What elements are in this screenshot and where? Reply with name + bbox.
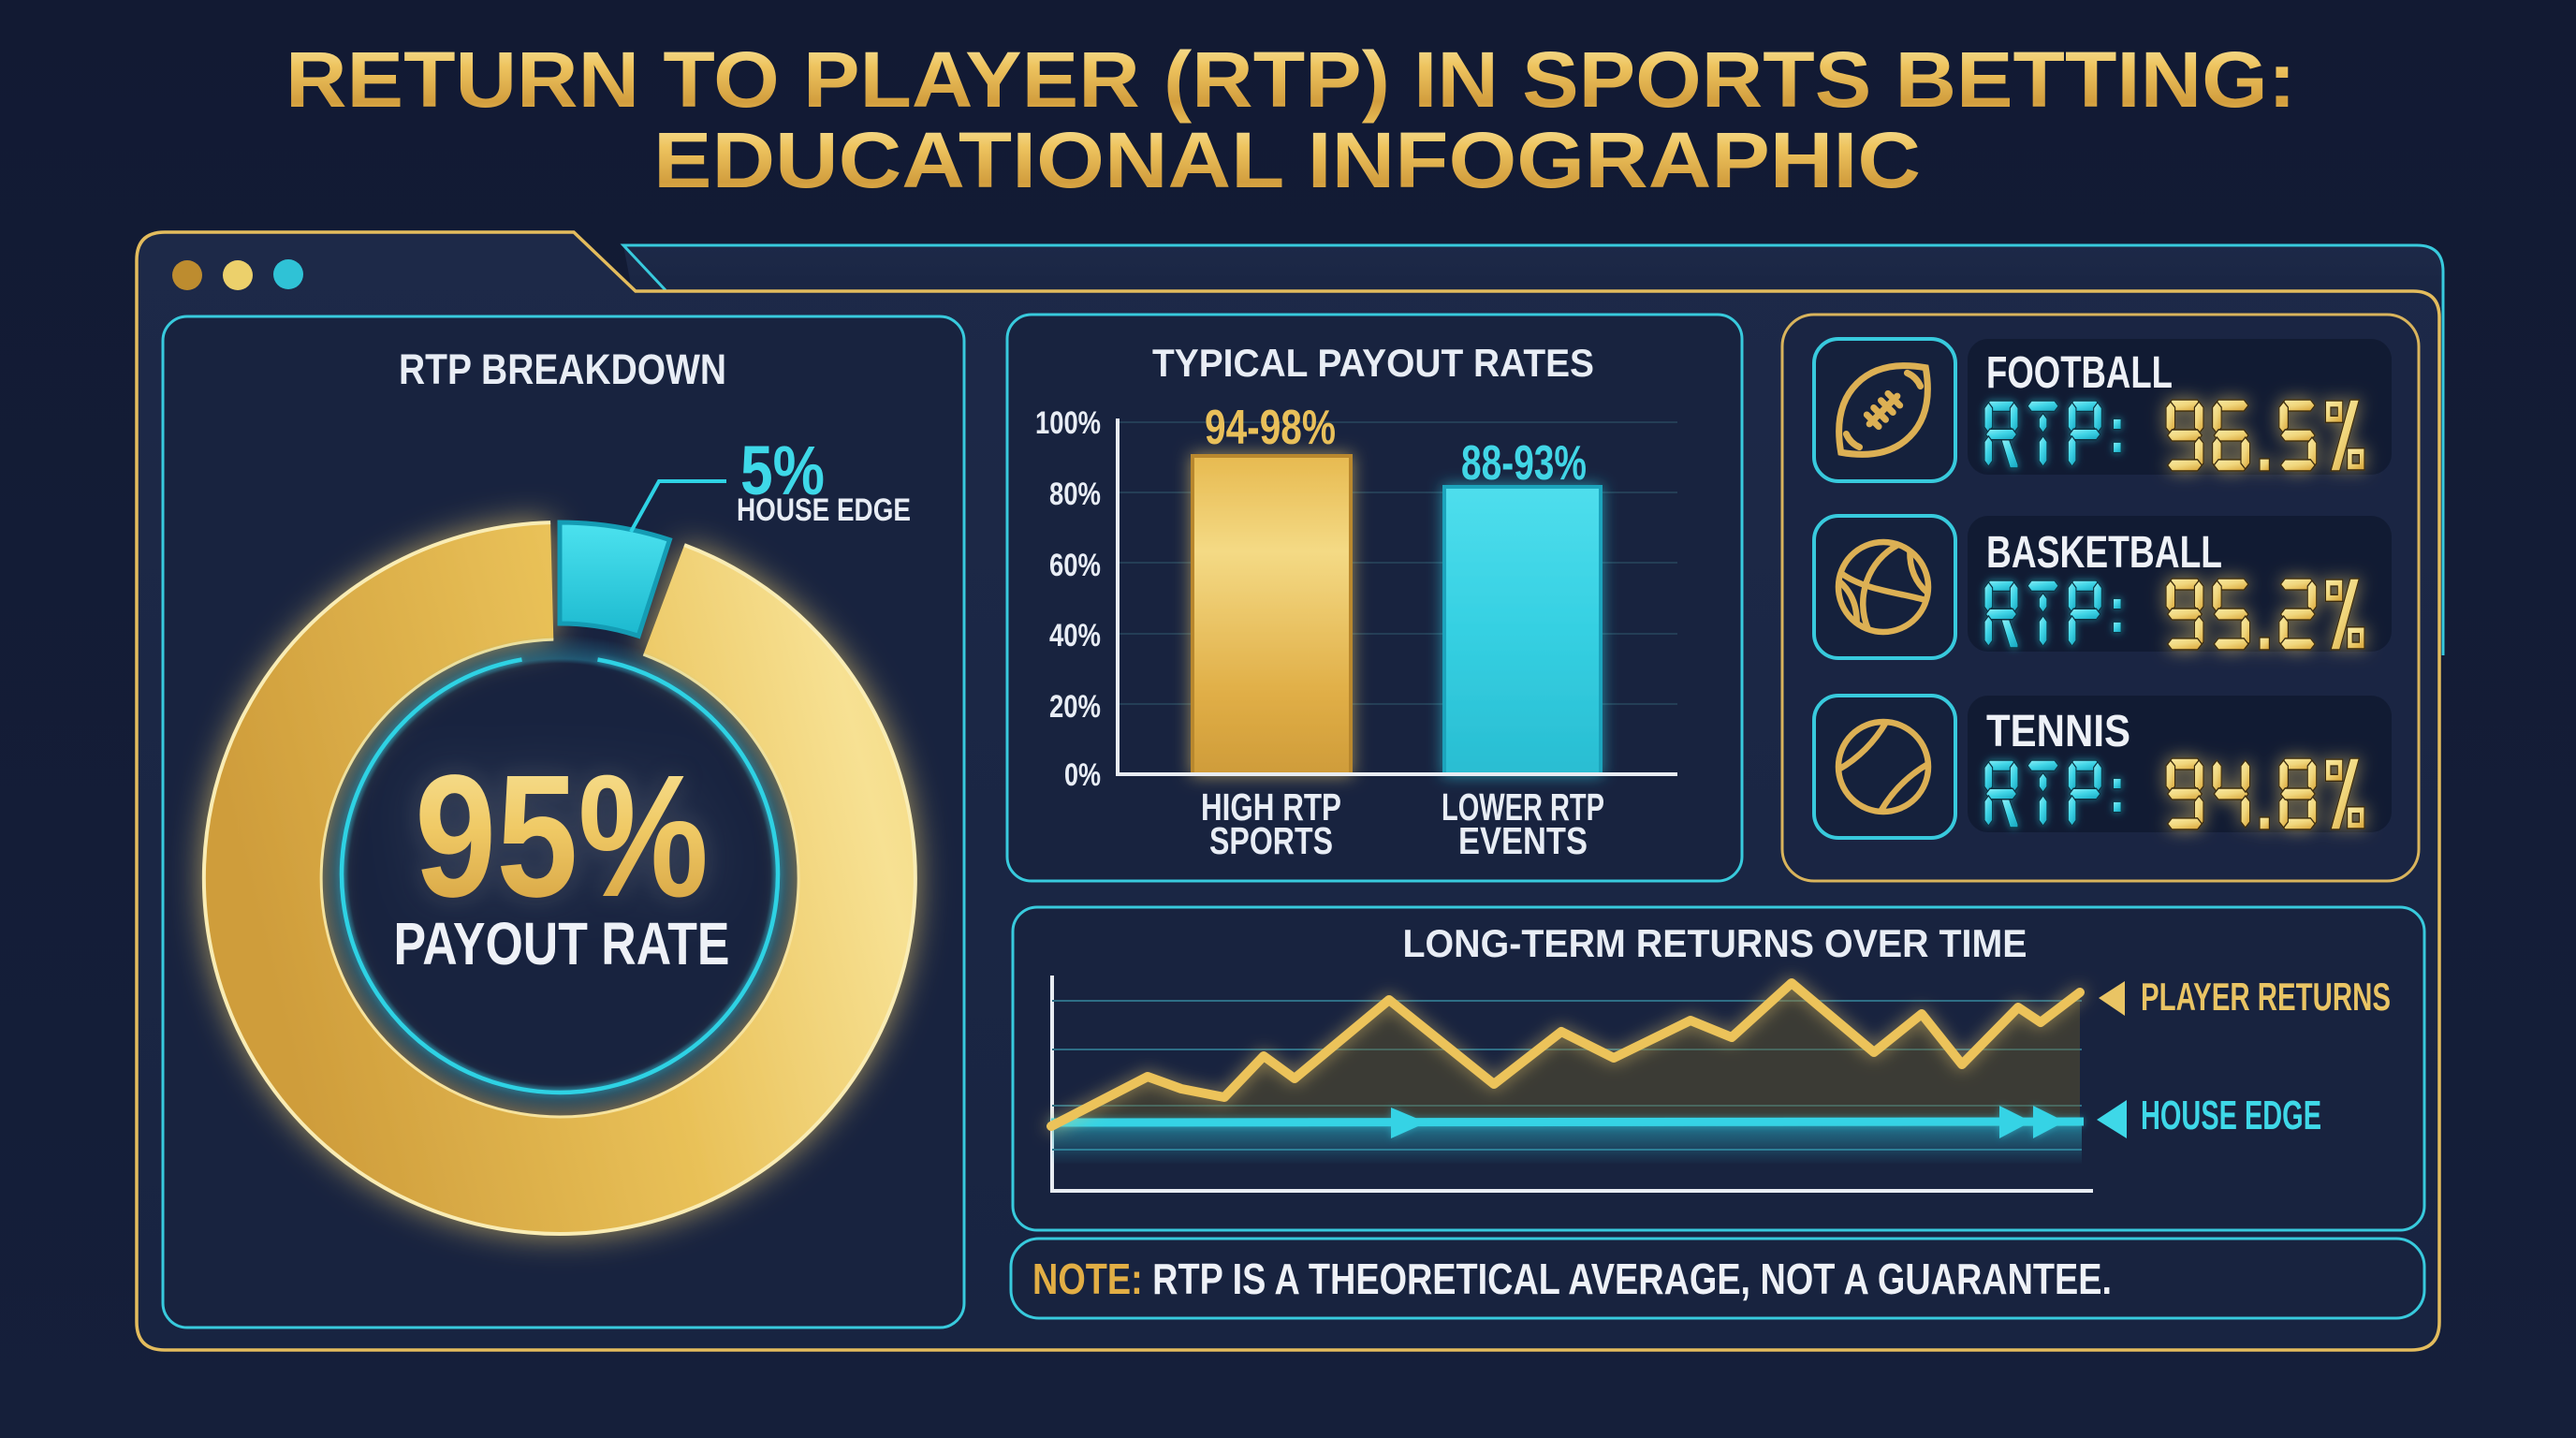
svg-text:95%: 95% — [415, 740, 709, 933]
svg-text:HOUSE EDGE: HOUSE EDGE — [2141, 1093, 2321, 1138]
svg-text:RTP BREAKDOWN: RTP BREAKDOWN — [399, 345, 726, 393]
svg-text:60%: 60% — [1049, 548, 1101, 583]
svg-text:5%: 5% — [740, 432, 825, 509]
svg-text:LONG-TERM RETURNS OVER TIME: LONG-TERM RETURNS OVER TIME — [1403, 921, 2027, 965]
svg-text:LOWER RTP: LOWER RTP — [1442, 785, 1604, 829]
svg-text:NOTE: RTP IS A THEORETICAL AVE: NOTE: RTP IS A THEORETICAL AVERAGE, NOT … — [1032, 1255, 2112, 1303]
svg-text:80%: 80% — [1049, 477, 1101, 512]
svg-text:EVENTS: EVENTS — [1458, 819, 1588, 862]
svg-text:EDUCATIONAL INFOGRAPHIC: EDUCATIONAL INFOGRAPHIC — [653, 116, 1921, 204]
svg-text:SPORTS: SPORTS — [1209, 819, 1333, 862]
svg-text:94-98%: 94-98% — [1205, 401, 1336, 455]
svg-text:40%: 40% — [1049, 618, 1101, 653]
svg-text:HIGH RTP: HIGH RTP — [1201, 785, 1341, 829]
svg-text:HOUSE EDGE: HOUSE EDGE — [737, 492, 911, 528]
svg-text:20%: 20% — [1049, 689, 1101, 725]
svg-text:FOOTBALL: FOOTBALL — [1986, 348, 2173, 398]
svg-text:RETURN TO PLAYER (RTP) IN SPOR: RETURN TO PLAYER (RTP) IN SPORTS BETTING… — [285, 36, 2296, 124]
svg-text:100%: 100% — [1035, 405, 1101, 441]
svg-text:TYPICAL PAYOUT RATES: TYPICAL PAYOUT RATES — [1152, 341, 1594, 385]
svg-text:PAYOUT RATE: PAYOUT RATE — [394, 910, 730, 977]
svg-text:TENNIS: TENNIS — [1986, 707, 2130, 756]
svg-text:88-93%: 88-93% — [1461, 436, 1587, 491]
svg-text:BASKETBALL: BASKETBALL — [1986, 528, 2222, 578]
svg-text:0%: 0% — [1064, 757, 1101, 793]
svg-text:PLAYER RETURNS: PLAYER RETURNS — [2141, 975, 2391, 1019]
